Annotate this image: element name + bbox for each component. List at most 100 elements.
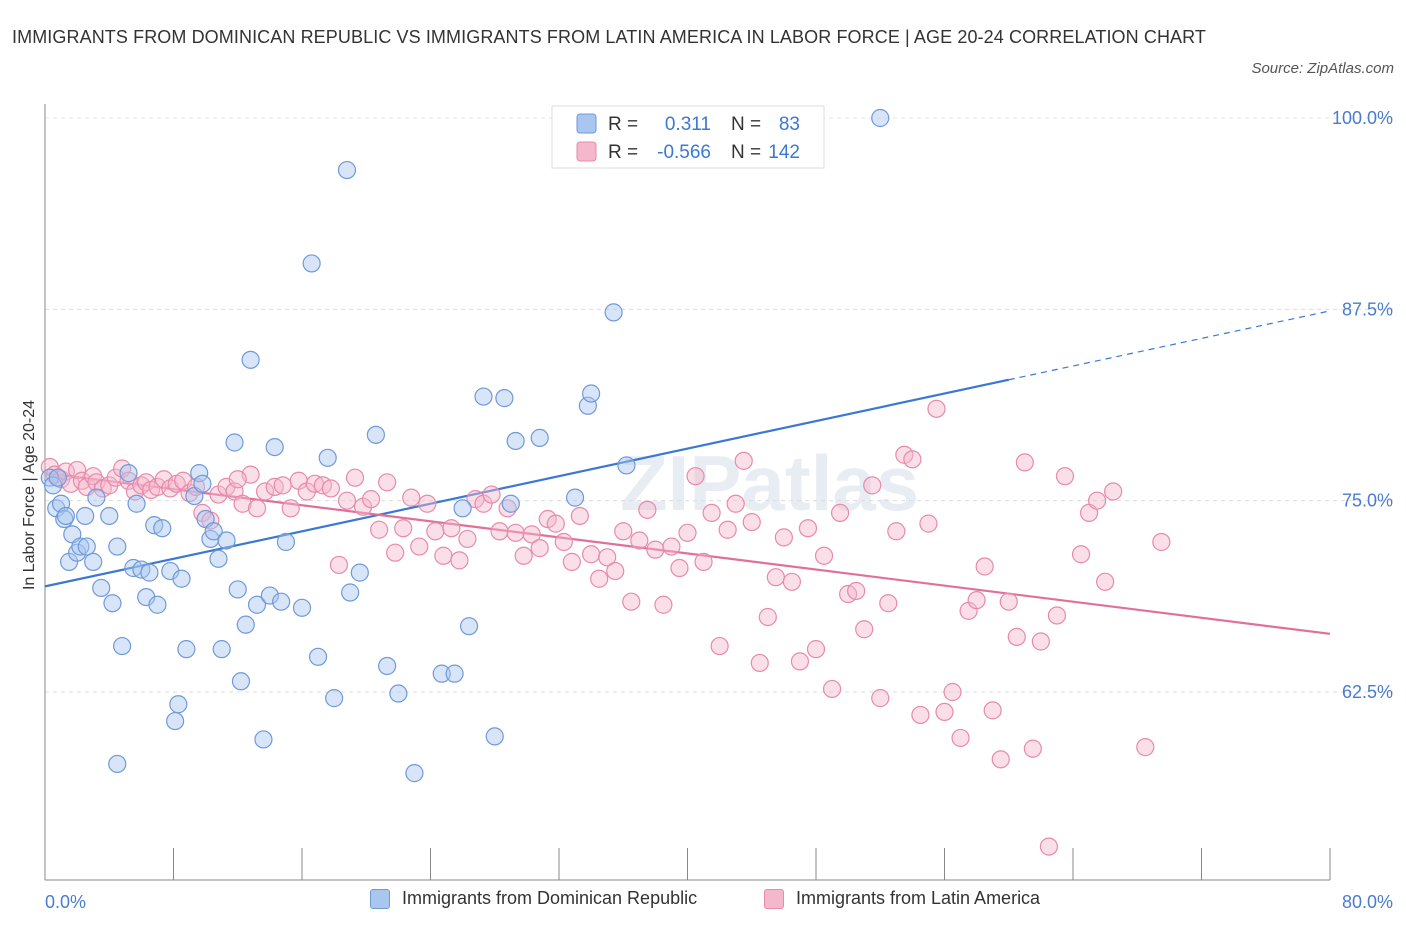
point-latin-america: [590, 569, 609, 588]
legend-label: Immigrants from Latin America: [796, 888, 1041, 908]
point-dominican-republic: [112, 636, 132, 656]
point-dominican-republic: [485, 727, 504, 746]
point-dominican-republic: [172, 569, 191, 588]
legend-n-label: N =: [731, 142, 761, 163]
point-latin-america: [606, 561, 625, 581]
point-latin-america: [458, 529, 477, 549]
legend-r-label: R =: [608, 142, 638, 163]
point-latin-america: [361, 490, 381, 509]
point-latin-america: [434, 546, 453, 565]
point-latin-america: [530, 539, 549, 558]
point-latin-america: [887, 522, 906, 541]
point-dominican-republic: [272, 592, 291, 611]
point-latin-america: [983, 701, 1002, 720]
point-latin-america: [482, 485, 501, 504]
point-latin-america: [1007, 627, 1026, 646]
point-dominican-republic: [366, 425, 385, 444]
point-latin-america: [871, 689, 890, 708]
point-latin-america: [554, 532, 573, 552]
legend-swatch-blue: [576, 113, 597, 134]
point-dominican-republic: [445, 664, 464, 683]
point-latin-america: [638, 500, 657, 519]
point-dominican-republic: [405, 764, 424, 783]
point-dominican-republic: [148, 595, 167, 614]
trend-line-dominican-republic: [44, 378, 1009, 588]
point-latin-america: [694, 552, 713, 571]
point-latin-america: [321, 479, 341, 498]
point-dominican-republic: [276, 532, 296, 552]
point-dominican-republic: [209, 549, 228, 568]
point-dominican-republic: [77, 537, 96, 556]
point-latin-america: [734, 451, 753, 470]
point-latin-america: [378, 473, 397, 492]
point-latin-america: [814, 546, 834, 565]
point-latin-america: [630, 531, 649, 550]
legend-label: Immigrants from Dominican Republic: [402, 888, 698, 908]
data-points: [40, 108, 1171, 856]
point-dominican-republic: [582, 384, 601, 403]
y-tick-label: 62.5%: [1342, 682, 1393, 702]
y-tick-label: 87.5%: [1342, 299, 1393, 319]
point-latin-america: [822, 679, 842, 699]
y-tick-label: 75.0%: [1342, 491, 1393, 511]
x-tick-label: 0.0%: [45, 892, 86, 912]
point-dominican-republic: [459, 617, 479, 636]
point-dominican-republic: [228, 580, 247, 599]
point-dominican-republic: [495, 389, 514, 408]
legend-r-value: 0.311: [665, 114, 711, 135]
legend-swatch: [764, 888, 784, 909]
point-latin-america: [710, 636, 729, 656]
point-dominican-republic: [604, 303, 623, 322]
point-latin-america: [927, 399, 946, 418]
point-latin-america: [345, 468, 365, 487]
y-tick-label: 100.0%: [1332, 108, 1393, 128]
point-dominican-republic: [108, 537, 127, 556]
point-dominican-republic: [474, 387, 493, 406]
point-dominican-republic: [100, 506, 119, 526]
legend-r-label: R =: [608, 114, 638, 135]
point-latin-america: [646, 540, 665, 559]
legend-swatch-pink: [576, 141, 597, 162]
point-latin-america: [903, 450, 922, 469]
point-latin-america: [1023, 739, 1042, 758]
point-dominican-republic: [225, 433, 244, 452]
point-latin-america: [919, 514, 938, 533]
point-dominican-republic: [389, 684, 408, 703]
point-latin-america: [678, 523, 697, 542]
point-latin-america: [72, 471, 92, 490]
point-latin-america: [598, 548, 617, 567]
point-dominican-republic: [217, 531, 236, 550]
chart-title: IMMIGRANTS FROM DOMINICAN REPUBLIC VS IM…: [12, 27, 1207, 47]
point-latin-america: [68, 460, 87, 480]
point-dominican-republic: [325, 689, 344, 708]
point-dominican-republic: [530, 428, 549, 448]
point-latin-america: [228, 470, 247, 489]
point-dominican-republic: [127, 494, 146, 513]
point-dominican-republic: [55, 509, 74, 529]
point-latin-america: [726, 494, 745, 513]
legend-n-label: N =: [731, 114, 761, 135]
point-dominican-republic: [76, 506, 95, 526]
point-latin-america: [450, 551, 469, 570]
point-dominican-republic: [231, 672, 251, 691]
point-latin-america: [1055, 467, 1075, 486]
point-latin-america: [798, 519, 818, 538]
point-latin-america: [718, 520, 737, 539]
point-dominican-republic: [341, 583, 360, 602]
point-latin-america: [570, 506, 589, 526]
point-dominican-republic: [103, 594, 122, 613]
point-latin-america: [943, 682, 962, 702]
point-latin-america: [386, 543, 405, 562]
x-tick-labels: 0.0% 80.0%: [45, 892, 1393, 912]
point-dominican-republic: [204, 522, 223, 541]
point-latin-america: [1047, 606, 1067, 625]
point-latin-america: [622, 592, 641, 611]
point-latin-america: [1104, 482, 1123, 501]
point-dominican-republic: [193, 474, 212, 493]
point-dominican-republic: [506, 431, 525, 451]
point-dominican-republic: [140, 563, 159, 582]
point-latin-america: [806, 640, 826, 659]
point-latin-america: [935, 702, 954, 721]
point-latin-america: [506, 523, 525, 542]
